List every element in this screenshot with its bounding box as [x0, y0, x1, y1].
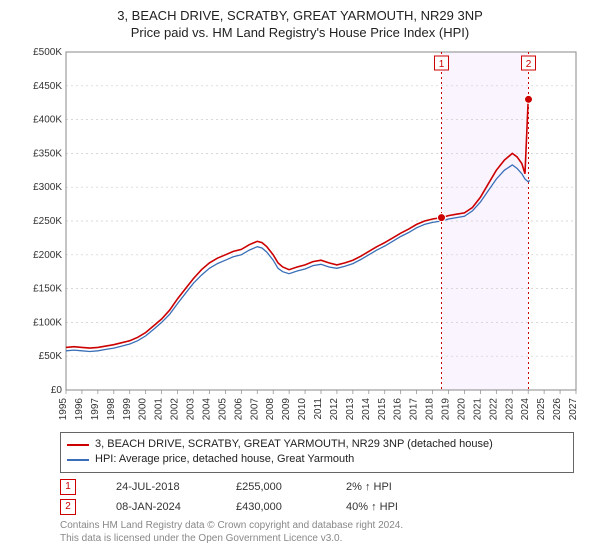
- svg-text:1: 1: [439, 59, 445, 70]
- legend-item: 3, BEACH DRIVE, SCRATBY, GREAT YARMOUTH,…: [67, 437, 567, 452]
- svg-text:£350K: £350K: [33, 148, 62, 159]
- svg-text:2023: 2023: [504, 398, 515, 421]
- svg-text:£150K: £150K: [33, 284, 62, 295]
- event-row: 2 08-JAN-2024 £430,000 40% ↑ HPI: [60, 499, 574, 515]
- svg-text:£200K: £200K: [33, 250, 62, 261]
- svg-text:2: 2: [526, 59, 532, 70]
- svg-text:2004: 2004: [201, 398, 212, 421]
- svg-text:2026: 2026: [552, 398, 563, 421]
- footer-line: This data is licensed under the Open Gov…: [60, 532, 574, 545]
- svg-text:1995: 1995: [58, 398, 69, 421]
- event-badge: 2: [60, 499, 76, 515]
- svg-text:£400K: £400K: [33, 115, 62, 126]
- event-date: 08-JAN-2024: [116, 501, 196, 513]
- svg-text:2008: 2008: [265, 398, 276, 421]
- svg-text:2025: 2025: [536, 398, 547, 421]
- event-price: £255,000: [236, 481, 306, 493]
- svg-text:2011: 2011: [313, 398, 324, 420]
- legend-swatch: [67, 444, 89, 446]
- event-date: 24-JUL-2018: [116, 481, 196, 493]
- svg-text:2005: 2005: [217, 398, 228, 421]
- svg-text:2006: 2006: [233, 398, 244, 421]
- svg-text:£50K: £50K: [39, 351, 63, 362]
- event-delta: 40% ↑ HPI: [346, 501, 398, 513]
- svg-text:2027: 2027: [568, 398, 578, 421]
- svg-text:2007: 2007: [249, 398, 260, 421]
- legend-item: HPI: Average price, detached house, Grea…: [67, 452, 567, 467]
- event-table: 1 24-JUL-2018 £255,000 2% ↑ HPI 2 08-JAN…: [60, 479, 574, 515]
- svg-text:1998: 1998: [106, 398, 117, 421]
- page-subtitle: Price paid vs. HM Land Registry's House …: [16, 25, 584, 40]
- svg-text:2000: 2000: [138, 398, 149, 421]
- svg-text:1996: 1996: [74, 398, 85, 421]
- svg-text:1999: 1999: [122, 398, 133, 421]
- footer-line: Contains HM Land Registry data © Crown c…: [60, 519, 574, 532]
- svg-text:£500K: £500K: [33, 47, 62, 58]
- svg-text:2017: 2017: [409, 398, 420, 421]
- page-title: 3, BEACH DRIVE, SCRATBY, GREAT YARMOUTH,…: [16, 8, 584, 23]
- svg-text:2015: 2015: [377, 398, 388, 421]
- event-delta: 2% ↑ HPI: [346, 481, 392, 493]
- svg-text:2003: 2003: [186, 398, 197, 421]
- legend-label: HPI: Average price, detached house, Grea…: [95, 452, 354, 467]
- footer: Contains HM Land Registry data © Crown c…: [60, 519, 574, 545]
- event-badge: 1: [60, 479, 76, 495]
- svg-text:2019: 2019: [441, 398, 452, 421]
- svg-text:2016: 2016: [393, 398, 404, 421]
- legend-label: 3, BEACH DRIVE, SCRATBY, GREAT YARMOUTH,…: [95, 437, 493, 452]
- svg-text:£0: £0: [51, 385, 63, 396]
- svg-text:2024: 2024: [520, 398, 531, 421]
- event-price: £430,000: [236, 501, 306, 513]
- svg-text:2022: 2022: [488, 398, 499, 421]
- svg-text:2002: 2002: [170, 398, 181, 421]
- svg-text:£250K: £250K: [33, 216, 62, 227]
- svg-text:1997: 1997: [90, 398, 101, 421]
- svg-text:£100K: £100K: [33, 317, 62, 328]
- svg-text:2020: 2020: [456, 398, 467, 421]
- svg-text:2010: 2010: [297, 398, 308, 421]
- svg-text:2014: 2014: [361, 398, 372, 421]
- legend: 3, BEACH DRIVE, SCRATBY, GREAT YARMOUTH,…: [60, 432, 574, 473]
- svg-text:2001: 2001: [154, 398, 165, 421]
- event-row: 1 24-JUL-2018 £255,000 2% ↑ HPI: [60, 479, 574, 495]
- svg-text:£450K: £450K: [33, 81, 62, 92]
- svg-text:2021: 2021: [472, 398, 483, 421]
- svg-text:2012: 2012: [329, 398, 340, 421]
- legend-swatch: [67, 459, 89, 461]
- svg-text:£300K: £300K: [33, 182, 62, 193]
- price-chart: £0 £50K £100K £150K £200K £250K £300K £350K £400…: [22, 46, 578, 426]
- svg-text:2013: 2013: [345, 398, 356, 421]
- svg-text:2009: 2009: [281, 398, 292, 421]
- svg-text:2018: 2018: [425, 398, 436, 421]
